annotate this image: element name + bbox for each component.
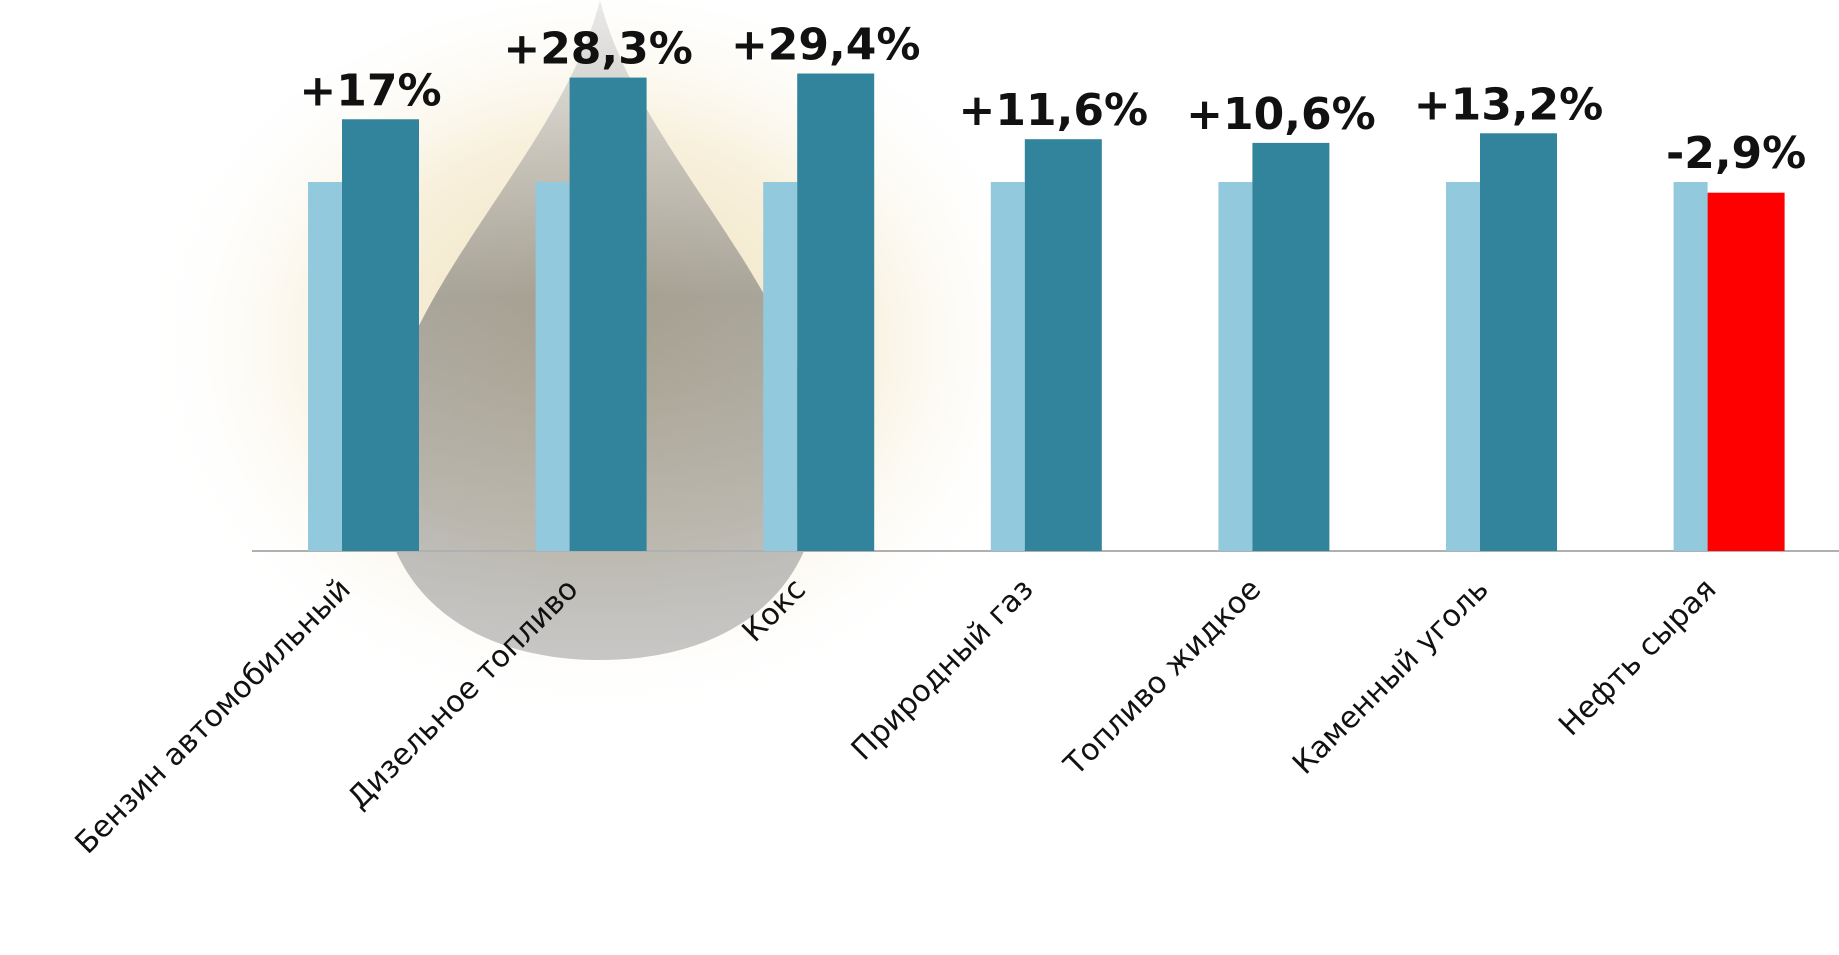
change-bar [1480, 133, 1557, 552]
base-bar [1218, 182, 1253, 551]
base-bar [1673, 182, 1708, 551]
change-bar [1024, 139, 1102, 552]
value-label: +17% [299, 65, 441, 116]
base-bar [1446, 182, 1480, 551]
change-bar [569, 77, 647, 551]
value-label: +13,2% [1414, 79, 1604, 130]
base-bar [990, 182, 1025, 551]
base-bar [535, 182, 570, 551]
value-label: +28,3% [503, 24, 693, 75]
base-bar [308, 182, 342, 551]
x-tick-label: Каменный уголь [1286, 572, 1496, 782]
value-label: -2,9% [1666, 128, 1806, 179]
value-label: +10,6% [1186, 89, 1376, 140]
x-tick-label: Нефть сырая [1552, 572, 1723, 743]
change-bar [1707, 192, 1785, 552]
change-bar [1252, 142, 1330, 552]
x-tick-label: Топливо жидкое [1057, 572, 1268, 783]
x-tick-label: Бензин автомобильный [69, 572, 358, 861]
change-bar [342, 119, 419, 552]
base-bar [763, 182, 798, 551]
value-label: +11,6% [959, 85, 1149, 136]
change-bar [797, 73, 875, 551]
value-label: +29,4% [731, 20, 921, 71]
